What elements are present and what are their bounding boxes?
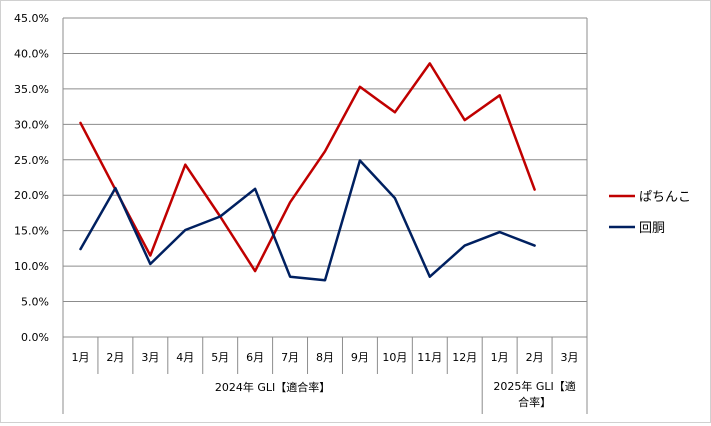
x-tick-label: 1月	[491, 351, 509, 364]
legend-label: ぱちんこ	[639, 190, 691, 205]
x-tick-label: 2月	[106, 351, 124, 364]
x-tick-label: 4月	[176, 351, 194, 364]
series-line-2	[79, 159, 536, 282]
x-tick-label: 11月	[417, 351, 442, 364]
x-tick-label: 1月	[71, 351, 89, 364]
x-group-label: 2024年 GLI【適合率】	[215, 380, 330, 394]
y-tick-label: 35.0%	[14, 83, 49, 96]
x-tick-label: 3月	[561, 351, 579, 364]
x-tick-label: 5月	[211, 351, 229, 364]
y-tick-label: 10.0%	[14, 260, 49, 273]
series-line-1	[79, 62, 536, 273]
x-tick-label: 3月	[141, 351, 159, 364]
x-tick-label: 9月	[351, 351, 369, 364]
y-tick-label: 20.0%	[14, 189, 49, 202]
y-tick-label: 30.0%	[14, 118, 49, 131]
x-tick-label: 10月	[382, 351, 407, 364]
x-tick-label: 12月	[452, 351, 477, 364]
x-tick-label: 2月	[526, 351, 544, 364]
y-tick-label: 0.0%	[21, 331, 49, 344]
y-tick-label: 40.0%	[14, 47, 49, 60]
x-group-label: 2025年 GLI【適	[493, 379, 575, 393]
x-tick-label: 7月	[281, 351, 299, 364]
x-group-label: 合率】	[518, 395, 551, 409]
y-tick-label: 45.0%	[14, 12, 49, 25]
y-tick-label: 15.0%	[14, 225, 49, 238]
x-tick-label: 8月	[316, 351, 334, 364]
y-tick-label: 5.0%	[21, 296, 49, 309]
x-tick-label: 6月	[246, 351, 264, 364]
legend-label: 回胴	[639, 221, 665, 236]
y-tick-label: 25.0%	[14, 154, 49, 167]
